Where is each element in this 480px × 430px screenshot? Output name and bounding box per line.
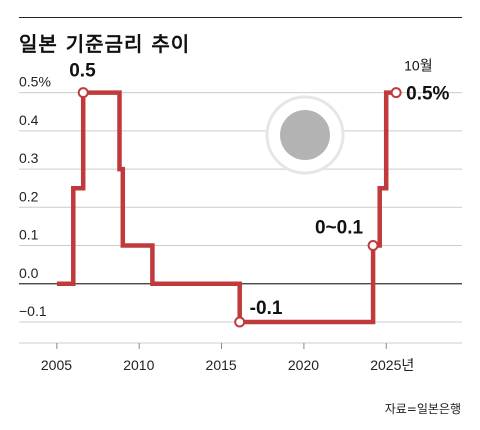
marker-layer: [77, 87, 402, 328]
x-tick-label-3: 2020: [288, 357, 319, 373]
x-tick-label-4: 2025년: [370, 357, 414, 373]
annotation-layer: 0.5 -0.1 0~0.1 0.5% 10월: [69, 58, 449, 319]
annotation-label-3: 0.5%: [406, 84, 449, 105]
annotation-label-4: 10월: [404, 58, 432, 74]
x-tick-label-2: 2015: [206, 357, 237, 373]
y-tick-label-6: −0.1: [19, 303, 47, 319]
series-line-0: [56, 90, 397, 325]
annotation-label-1: -0.1: [250, 298, 283, 319]
x-tick-labels: 2005 2010 2015 2020 2025년: [41, 343, 414, 373]
x-tick-label-1: 2010: [123, 357, 154, 373]
source-note: 자료=일본은행: [384, 402, 461, 416]
chart-title: 일본 기준금리 추이: [19, 32, 191, 56]
annotation-label-0: 0.5: [69, 61, 96, 82]
rate-chart: 0.5% 0.4 0.3 0.2 0.1 0.0 −0.1 2005 2010 2015 2020…: [19, 58, 462, 373]
y-tick-label-0: 0.5%: [19, 74, 51, 90]
data-point-marker-3: [390, 87, 402, 99]
y-tick-labels: 0.5% 0.4 0.3 0.2 0.1 0.0 −0.1: [19, 74, 51, 319]
y-tick-label-1: 0.4: [19, 112, 39, 128]
y-tick-label-3: 0.2: [19, 188, 39, 204]
annotation-label-2: 0~0.1: [315, 218, 364, 239]
data-point-marker-0: [77, 87, 89, 99]
y-tick-label-2: 0.3: [19, 150, 39, 166]
data-point-marker-2: [367, 240, 379, 252]
circle-core: [280, 110, 330, 160]
sun-circle-icon: [265, 95, 345, 175]
top-rule: [19, 17, 462, 18]
y-tick-label-4: 0.1: [19, 227, 39, 243]
x-tick-label-0: 2005: [41, 357, 72, 373]
data-point-marker-1: [234, 316, 246, 328]
series-layer: [56, 90, 397, 325]
y-tick-label-5: 0.0: [19, 265, 39, 281]
